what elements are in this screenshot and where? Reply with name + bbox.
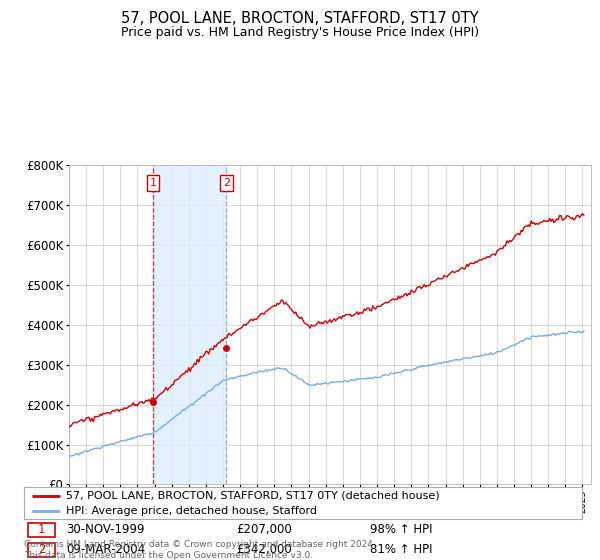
Bar — [153, 165, 226, 484]
FancyBboxPatch shape — [28, 543, 55, 557]
Text: 57, POOL LANE, BROCTON, STAFFORD, ST17 0TY: 57, POOL LANE, BROCTON, STAFFORD, ST17 0… — [121, 11, 479, 26]
Text: HPI: Average price, detached house, Stafford: HPI: Average price, detached house, Staf… — [66, 506, 317, 516]
Text: 1: 1 — [38, 523, 46, 536]
Text: Contains HM Land Registry data © Crown copyright and database right 2024.
This d: Contains HM Land Registry data © Crown c… — [24, 540, 376, 560]
Text: 2: 2 — [223, 178, 230, 188]
Text: 09-MAR-2004: 09-MAR-2004 — [66, 543, 145, 556]
FancyBboxPatch shape — [28, 522, 55, 537]
FancyBboxPatch shape — [24, 487, 582, 519]
Text: 81% ↑ HPI: 81% ↑ HPI — [370, 543, 433, 556]
Text: 98% ↑ HPI: 98% ↑ HPI — [370, 523, 433, 536]
Text: 2: 2 — [38, 543, 46, 556]
Text: 57, POOL LANE, BROCTON, STAFFORD, ST17 0TY (detached house): 57, POOL LANE, BROCTON, STAFFORD, ST17 0… — [66, 491, 439, 501]
Text: 1: 1 — [149, 178, 157, 188]
Text: £207,000: £207,000 — [236, 523, 292, 536]
Text: £342,000: £342,000 — [236, 543, 292, 556]
Text: Price paid vs. HM Land Registry's House Price Index (HPI): Price paid vs. HM Land Registry's House … — [121, 26, 479, 39]
Text: 30-NOV-1999: 30-NOV-1999 — [66, 523, 145, 536]
